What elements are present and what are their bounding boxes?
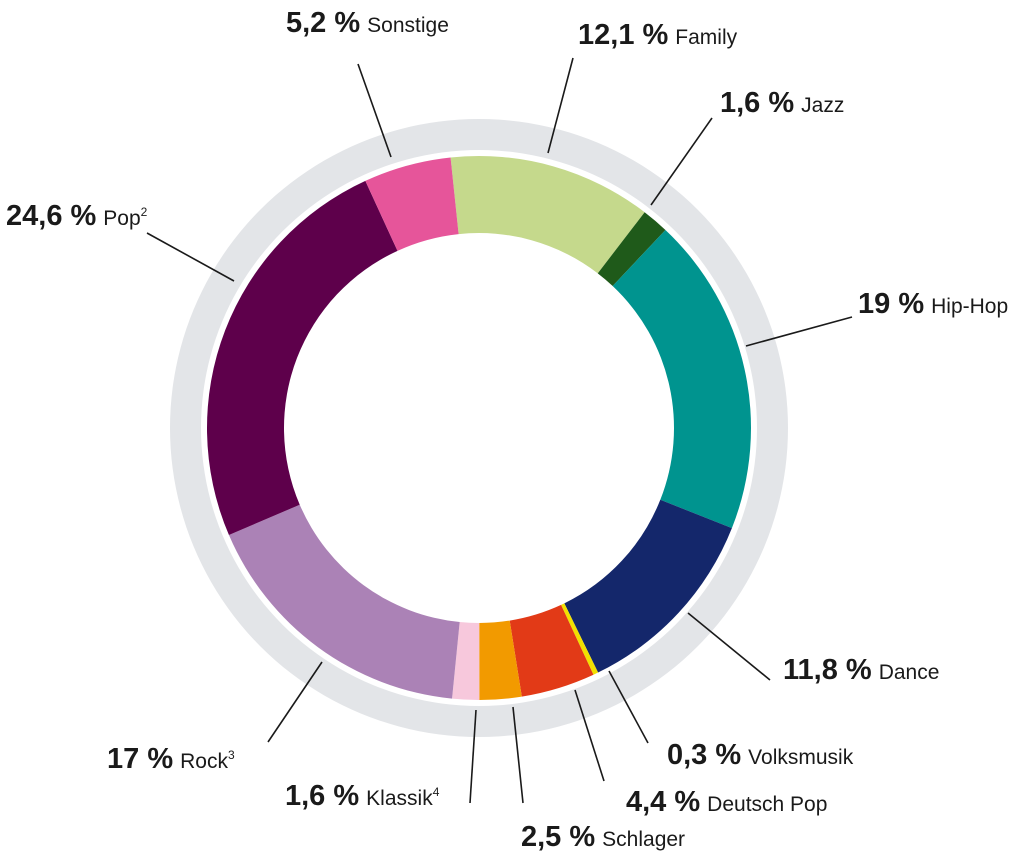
label-deutsch-pop: 4,4 % Deutsch Pop xyxy=(626,786,827,818)
slice-hip-hop xyxy=(612,229,751,529)
label-family: 12,1 % Family xyxy=(578,19,738,51)
label-klassik: 1,6 % Klassik4 xyxy=(285,780,440,812)
label-category-deutsch-pop: Deutsch Pop xyxy=(707,793,827,816)
leader-line-jazz xyxy=(650,117,713,206)
leader-line-family xyxy=(547,57,574,154)
label-jazz: 1,6 % Jazz xyxy=(720,87,844,119)
slice-schlager xyxy=(479,620,522,700)
leader-line-pop xyxy=(146,232,235,282)
label-category-klassik: Klassik xyxy=(366,787,433,810)
label-category-schlager: Schlager xyxy=(602,828,685,851)
label-value-dance: 11,8 % xyxy=(783,654,872,686)
label-category-jazz: Jazz xyxy=(801,94,844,117)
label-schlager: 2,5 % Schlager xyxy=(521,821,685,853)
label-hip-hop: 19 % Hip-Hop xyxy=(858,288,1008,320)
label-value-klassik: 1,6 % xyxy=(285,780,359,812)
label-dance: 11,8 % Dance xyxy=(783,654,939,686)
label-value-deutsch-pop: 4,4 % xyxy=(626,786,700,818)
label-category-volksmusik: Volksmusik xyxy=(748,746,854,769)
label-category-dance: Dance xyxy=(879,661,940,684)
label-value-volksmusik: 0,3 % xyxy=(667,739,741,771)
leader-line-rock xyxy=(267,661,323,743)
label-category-hip-hop: Hip-Hop xyxy=(931,295,1008,318)
slice-jazz xyxy=(597,212,666,287)
leader-line-dance xyxy=(687,612,771,681)
slice-pop xyxy=(207,180,398,536)
label-pop: 24,6 % Pop2 xyxy=(6,200,148,232)
slice-family xyxy=(450,156,645,274)
slice-rock xyxy=(228,504,460,699)
label-footnote-pop: 2 xyxy=(141,205,148,219)
slice-sonstige xyxy=(365,157,459,251)
label-category-sonstige: Sonstige xyxy=(367,14,449,37)
leader-line-deutsch-pop xyxy=(574,689,605,782)
label-footnote-klassik: 4 xyxy=(433,785,440,799)
label-category-pop: Pop xyxy=(103,207,140,230)
slice-dance xyxy=(564,499,732,673)
label-value-hip-hop: 19 % xyxy=(858,288,924,320)
leader-line-sonstige xyxy=(357,63,392,158)
label-value-sonstige: 5,2 % xyxy=(286,7,360,39)
label-value-family: 12,1 % xyxy=(578,19,668,51)
label-rock: 17 % Rock3 xyxy=(107,743,235,775)
label-footnote-rock: 3 xyxy=(228,748,235,762)
label-value-schlager: 2,5 % xyxy=(521,821,595,853)
leader-line-hip-hop xyxy=(745,316,853,347)
slice-deutsch-pop xyxy=(509,604,594,697)
label-value-pop: 24,6 % xyxy=(6,200,96,232)
label-value-jazz: 1,6 % xyxy=(720,87,794,119)
label-value-rock: 17 % xyxy=(107,743,173,775)
slice-klassik xyxy=(452,622,480,700)
leader-line-volksmusik xyxy=(608,670,649,744)
label-volksmusik: 0,3 % Volksmusik xyxy=(667,739,854,771)
label-category-family: Family xyxy=(675,26,737,49)
leader-line-schlager xyxy=(512,706,524,804)
slice-volksmusik xyxy=(561,603,599,675)
label-category-rock: Rock xyxy=(180,750,228,773)
label-sonstige: 5,2 % Sonstige xyxy=(286,7,449,39)
leader-line-klassik xyxy=(469,709,477,804)
